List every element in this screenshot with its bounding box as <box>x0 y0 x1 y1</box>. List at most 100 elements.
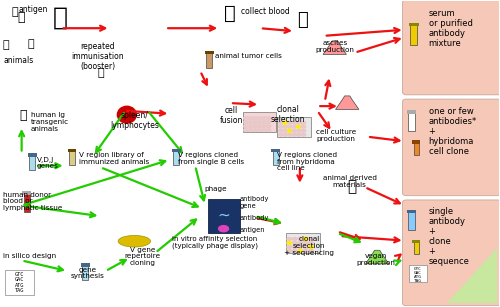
Bar <box>412 240 420 243</box>
Text: 🐁: 🐁 <box>2 41 9 50</box>
Text: V region library of
immunized animals: V region library of immunized animals <box>80 152 150 165</box>
Circle shape <box>296 129 301 132</box>
Bar <box>407 210 416 213</box>
Text: 🐑: 🐑 <box>297 11 308 29</box>
Text: 🐄: 🐄 <box>348 180 357 194</box>
Text: antigen: antigen <box>18 5 48 14</box>
Circle shape <box>248 129 252 131</box>
Circle shape <box>296 125 301 128</box>
Bar <box>414 242 418 254</box>
Circle shape <box>266 117 271 120</box>
Circle shape <box>308 246 314 248</box>
Text: cell
fusion: cell fusion <box>220 106 243 125</box>
Bar <box>81 263 90 267</box>
Circle shape <box>244 129 248 131</box>
Bar <box>408 113 415 131</box>
Circle shape <box>248 121 252 123</box>
Bar <box>206 52 212 68</box>
Text: animals: animals <box>3 56 34 65</box>
Circle shape <box>304 238 308 240</box>
Text: spleen/
lymphocytes: spleen/ lymphocytes <box>110 111 159 130</box>
Circle shape <box>288 133 292 136</box>
Circle shape <box>301 133 306 136</box>
Polygon shape <box>336 96 359 109</box>
Text: GTC
GAC
ATG
TAG: GTC GAC ATG TAG <box>414 266 422 283</box>
Text: one or few
antibodies*
+
hybridoma
cell clone: one or few antibodies* + hybridoma cell … <box>428 107 477 156</box>
Circle shape <box>287 246 292 248</box>
Bar <box>273 151 279 165</box>
Bar <box>28 153 36 157</box>
Bar <box>410 25 417 45</box>
Bar <box>24 193 30 212</box>
Circle shape <box>304 242 308 244</box>
Circle shape <box>287 238 292 240</box>
Text: in vitro affinity selection
(typically phage display): in vitro affinity selection (typically p… <box>172 236 258 249</box>
Text: antigen: antigen <box>240 227 266 233</box>
Bar <box>278 117 312 137</box>
Circle shape <box>248 117 252 120</box>
FancyBboxPatch shape <box>402 0 500 95</box>
Circle shape <box>292 242 297 244</box>
Circle shape <box>292 133 296 136</box>
Circle shape <box>308 250 314 252</box>
Text: V gene
repertoire
cloning: V gene repertoire cloning <box>124 247 160 266</box>
Circle shape <box>296 133 301 136</box>
Circle shape <box>298 238 302 240</box>
Polygon shape <box>448 248 498 303</box>
Circle shape <box>301 125 306 128</box>
Circle shape <box>292 250 297 252</box>
Circle shape <box>257 125 262 127</box>
Circle shape <box>298 250 302 252</box>
Bar <box>272 149 280 152</box>
Circle shape <box>292 129 296 132</box>
Bar <box>208 199 240 233</box>
Circle shape <box>262 117 266 120</box>
Circle shape <box>278 125 283 128</box>
Circle shape <box>252 117 257 120</box>
Text: phage: phage <box>205 186 228 192</box>
Circle shape <box>266 129 271 131</box>
Circle shape <box>278 129 283 132</box>
Circle shape <box>252 129 257 131</box>
Circle shape <box>301 129 306 132</box>
Text: single
antibody
+
clone
+
sequence: single antibody + clone + sequence <box>428 207 470 266</box>
Bar <box>408 265 426 282</box>
Circle shape <box>288 121 292 124</box>
Circle shape <box>257 117 262 120</box>
Bar <box>407 111 416 114</box>
Circle shape <box>298 246 302 248</box>
Circle shape <box>262 121 266 123</box>
Text: serum
or purified
antibody
mixture: serum or purified antibody mixture <box>428 9 472 48</box>
Circle shape <box>298 242 302 244</box>
Bar <box>414 142 418 155</box>
Bar <box>172 149 180 152</box>
Circle shape <box>304 246 308 248</box>
Text: animal tumor cells: animal tumor cells <box>215 52 282 59</box>
Circle shape <box>287 250 292 252</box>
Text: human Ig
transgenic
animals: human Ig transgenic animals <box>30 112 68 132</box>
Text: 💉: 💉 <box>12 7 18 17</box>
Ellipse shape <box>118 235 150 247</box>
Text: V regions cloned
from single B cells: V regions cloned from single B cells <box>178 152 244 165</box>
Circle shape <box>244 117 248 120</box>
FancyBboxPatch shape <box>402 200 500 306</box>
Text: cell culture
production: cell culture production <box>316 129 356 142</box>
Circle shape <box>296 121 301 124</box>
Text: animal derived
materials: animal derived materials <box>322 175 376 188</box>
Circle shape <box>244 125 248 127</box>
Circle shape <box>283 121 288 124</box>
Circle shape <box>288 129 292 132</box>
Text: repeated
immunisation
(booster): repeated immunisation (booster) <box>72 42 124 71</box>
Polygon shape <box>323 41 346 54</box>
Text: 💉: 💉 <box>97 68 103 78</box>
Circle shape <box>262 125 266 127</box>
Circle shape <box>248 125 252 127</box>
Text: vegan
production: vegan production <box>356 253 395 266</box>
Text: clonal
selection: clonal selection <box>270 105 305 124</box>
Circle shape <box>308 242 314 244</box>
Bar <box>69 151 75 165</box>
Bar <box>408 23 418 26</box>
Text: antibody
gene: antibody gene <box>240 196 270 209</box>
Circle shape <box>292 121 296 124</box>
Bar <box>204 51 214 54</box>
